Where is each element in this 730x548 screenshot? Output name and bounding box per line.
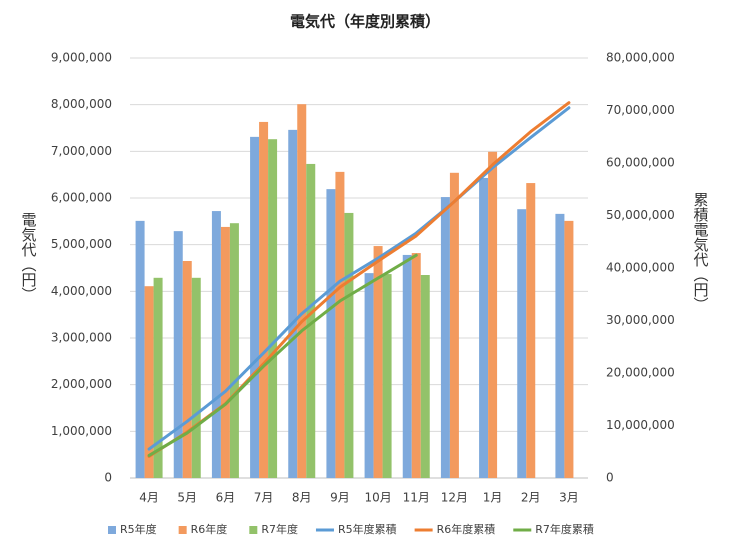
y2-tick-label: 40,000,000: [606, 261, 675, 275]
legend-label: R7年度累積: [535, 522, 594, 536]
y2-tick-label: 20,000,000: [606, 366, 675, 380]
bar: [440, 197, 450, 479]
y-tick-label: 5,000,000: [51, 237, 112, 251]
y2-tick-label: 0: [606, 471, 614, 485]
bar: [135, 220, 145, 478]
bar: [153, 277, 163, 478]
y-tick-label: 2,000,000: [51, 377, 112, 391]
y-tick-label: 1,000,000: [51, 424, 112, 438]
bar: [229, 223, 239, 478]
bar: [288, 129, 298, 478]
bar: [564, 220, 574, 478]
bar: [268, 139, 278, 478]
bar: [402, 254, 412, 478]
bar: [173, 231, 183, 478]
legend-swatch: [249, 526, 258, 534]
legend-swatch: [108, 526, 116, 534]
legend-label: R7年度: [261, 522, 298, 536]
y2-axis-title: 累積電気代（円）: [692, 192, 710, 312]
bar: [555, 213, 565, 478]
x-tick-label: 3月: [559, 491, 579, 505]
chart-title: 電気代（年度別累積）: [290, 13, 440, 31]
x-tick-label: 2月: [521, 491, 541, 505]
y2-tick-label: 10,000,000: [606, 418, 675, 432]
line: [147, 106, 571, 451]
bar: [335, 171, 345, 478]
bar: [182, 261, 192, 478]
y-tick-label: 9,000,000: [51, 51, 112, 65]
y2-tick-label: 70,000,000: [606, 103, 675, 117]
bar: [382, 274, 392, 478]
bar: [364, 273, 374, 478]
y-tick-label: 6,000,000: [51, 191, 112, 205]
bar: [144, 286, 154, 478]
y2-tick-label: 30,000,000: [606, 313, 675, 327]
bar: [259, 121, 269, 478]
y2-tick-label: 80,000,000: [606, 51, 675, 65]
bar: [479, 177, 489, 478]
legend-label: R5年度: [120, 522, 157, 536]
bar: [297, 104, 307, 478]
line: [147, 253, 418, 457]
bar: [306, 163, 316, 478]
bar: [373, 246, 383, 478]
y-tick-label: 0: [104, 471, 112, 485]
x-tick-label: 10月: [364, 491, 391, 505]
y-axis-title: 電気代（円）: [20, 212, 38, 302]
bar: [517, 209, 527, 478]
bar: [220, 226, 230, 478]
bar: [191, 277, 201, 478]
x-tick-label: 4月: [139, 491, 159, 505]
x-tick-label: 8月: [292, 491, 312, 505]
bar: [488, 151, 498, 479]
y-tick-label: 7,000,000: [51, 144, 112, 158]
x-tick-label: 12月: [441, 491, 468, 505]
legend-label: R6年度: [191, 522, 228, 536]
y2-tick-label: 60,000,000: [606, 156, 675, 170]
y-tick-label: 3,000,000: [51, 331, 112, 345]
bar: [420, 275, 430, 478]
bar: [526, 183, 536, 479]
x-tick-label: 7月: [254, 491, 274, 505]
x-tick-label: 5月: [177, 491, 197, 505]
bar: [344, 212, 354, 478]
bar: [211, 211, 221, 479]
x-tick-label: 11月: [403, 491, 430, 505]
x-tick-label: 9月: [330, 491, 350, 505]
bar: [250, 136, 260, 478]
y2-tick-label: 50,000,000: [606, 208, 675, 222]
legend-label: R6年度累積: [437, 522, 496, 536]
y-tick-label: 4,000,000: [51, 284, 112, 298]
legend-swatch: [178, 526, 187, 534]
legend-label: R5年度累積: [338, 522, 397, 536]
bar: [449, 172, 459, 479]
y-tick-label: 8,000,000: [51, 97, 112, 111]
bar: [326, 189, 336, 478]
x-tick-label: 1月: [483, 491, 503, 505]
bar: [411, 253, 421, 478]
x-tick-label: 6月: [216, 491, 236, 505]
